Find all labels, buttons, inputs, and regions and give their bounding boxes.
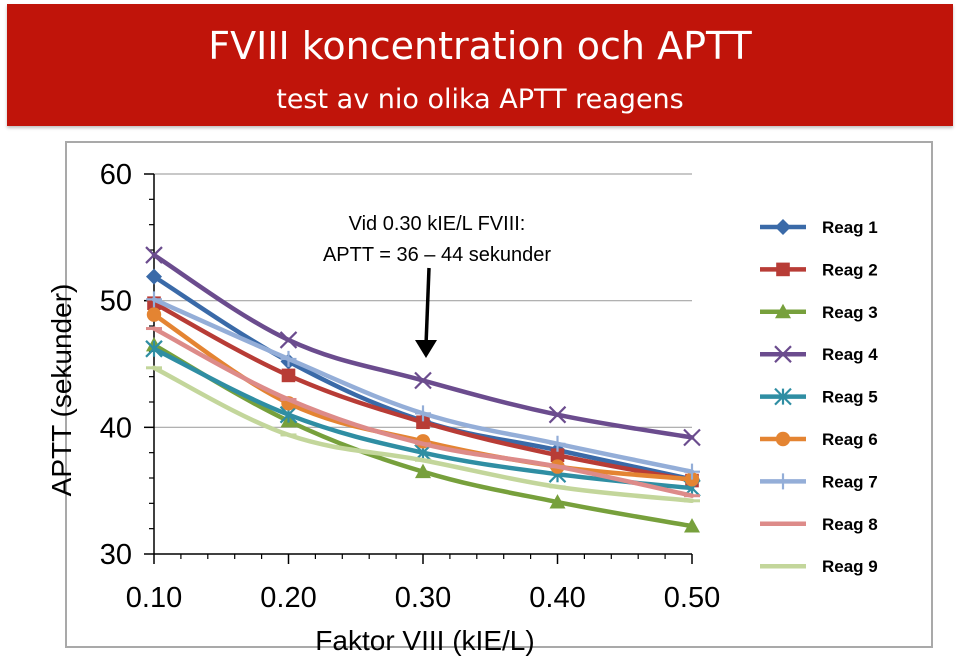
legend-entry: Reag 1 <box>760 218 878 237</box>
series-reag-7 <box>146 291 700 480</box>
data-point <box>280 350 297 367</box>
data-point <box>548 405 567 424</box>
series-layer <box>145 246 701 533</box>
legend-label: Reag 2 <box>822 260 878 279</box>
legend-label: Reag 7 <box>822 472 878 491</box>
data-point <box>145 246 163 264</box>
circle-marker <box>775 431 791 447</box>
data-point <box>550 448 565 462</box>
plus-marker <box>146 291 162 308</box>
x-marker <box>548 405 567 424</box>
series-reag-9 <box>146 365 700 504</box>
diamond-marker <box>775 219 791 235</box>
triangle-marker <box>549 494 566 509</box>
plus-marker <box>415 405 431 422</box>
legend-entry: Reag 8 <box>760 515 878 534</box>
legend-marker <box>775 303 791 319</box>
triangle-marker <box>415 463 431 479</box>
x-marker <box>145 246 163 264</box>
data-point <box>146 307 162 322</box>
legend-label: Reag 8 <box>822 515 878 534</box>
data-point <box>146 291 162 308</box>
title-banner: FVIII koncentration och APTT test av nio… <box>7 4 953 126</box>
chart-subtitle: test av nio olika APTT reagens <box>276 84 684 115</box>
data-point <box>549 494 566 509</box>
x-tick-label: 0.10 <box>126 582 182 614</box>
legend-marker <box>775 473 791 490</box>
data-point <box>414 371 432 390</box>
legend-label: Reag 3 <box>822 303 878 322</box>
legend-marker <box>774 387 792 406</box>
triangle-marker <box>684 518 700 533</box>
chart-title: FVIII koncentration och APTT <box>208 24 752 68</box>
legend-label: Reag 5 <box>822 388 878 407</box>
x-tick-label: 0.20 <box>260 582 316 614</box>
asterisk-marker <box>145 340 163 358</box>
y-tick-label: 60 <box>100 159 132 191</box>
x-tick-label: 0.50 <box>664 582 720 614</box>
y-tick-label: 50 <box>100 286 132 318</box>
annotation-line-2: APTT = 36 – 44 sekunder <box>323 244 551 266</box>
y-tick-label: 30 <box>100 539 132 571</box>
triangle-marker <box>775 303 791 319</box>
data-point <box>684 463 700 480</box>
data-point <box>683 428 701 447</box>
legend-marker <box>776 262 790 277</box>
axes: 30 40 50 60 0.10 0.20 0.30 0.40 0.50 Faktor VIII … <box>46 159 720 656</box>
annotation-line-1: Vid 0.30 kIE/L FVIII: <box>349 213 526 235</box>
square-marker <box>416 415 430 430</box>
data-point <box>279 331 298 349</box>
chart-frame <box>65 141 933 648</box>
y-tick-label: 40 <box>100 412 132 444</box>
legend-entry: Reag 9 <box>760 557 878 576</box>
square-marker <box>550 448 565 462</box>
circle-marker <box>146 307 162 322</box>
asterisk-marker <box>774 387 792 406</box>
legend-entry: Reag 4 <box>760 345 878 364</box>
data-point <box>549 435 566 452</box>
legend-marker <box>775 431 791 447</box>
diamond-marker <box>146 268 162 285</box>
x-tick-label: 0.40 <box>529 582 585 614</box>
annotation: Vid 0.30 kIE/L FVIII: APTT = 36 – 44 seku… <box>323 213 551 358</box>
legend-label: Reag 6 <box>822 430 878 449</box>
legend-label: Reag 1 <box>822 218 878 237</box>
data-point <box>415 405 431 422</box>
legend-entry: Reag 7 <box>760 472 878 491</box>
plus-marker <box>775 473 791 490</box>
x-axis-title: Faktor VIII (kIE/L) <box>315 625 534 656</box>
data-point <box>281 368 296 383</box>
data-point <box>415 463 431 479</box>
legend-label: Reag 9 <box>822 557 878 576</box>
legend-entry: Reag 5 <box>760 388 878 407</box>
data-point <box>684 518 700 533</box>
series-reag-4 <box>145 246 701 447</box>
legend-entry: Reag 6 <box>760 430 878 449</box>
series-reag-8 <box>146 326 700 498</box>
data-point <box>145 340 163 358</box>
annotation-arrow-shaft <box>424 267 431 346</box>
legend-label: Reag 4 <box>822 345 878 364</box>
legend-entry: Reag 2 <box>760 260 878 279</box>
legend: Reag 1 Reag 2 Reag 3 Reag 4 Reag 5 Reag 6 Reag… <box>760 218 878 576</box>
legend-marker <box>775 219 791 235</box>
x-marker <box>774 345 792 363</box>
square-marker <box>281 368 296 383</box>
x-marker <box>414 371 432 390</box>
x-marker <box>683 428 701 447</box>
x-tick-label: 0.30 <box>395 582 451 614</box>
plus-marker <box>280 350 297 367</box>
plus-marker <box>684 463 700 480</box>
x-marker <box>279 331 298 349</box>
data-point <box>416 415 430 430</box>
annotation-arrow-head <box>415 340 437 358</box>
square-marker <box>776 262 790 277</box>
y-axis-title: APTT (sekunder) <box>46 284 77 497</box>
legend-entry: Reag 3 <box>760 303 878 322</box>
legend-marker <box>774 345 792 363</box>
plus-marker <box>549 435 566 452</box>
data-point <box>146 268 162 285</box>
